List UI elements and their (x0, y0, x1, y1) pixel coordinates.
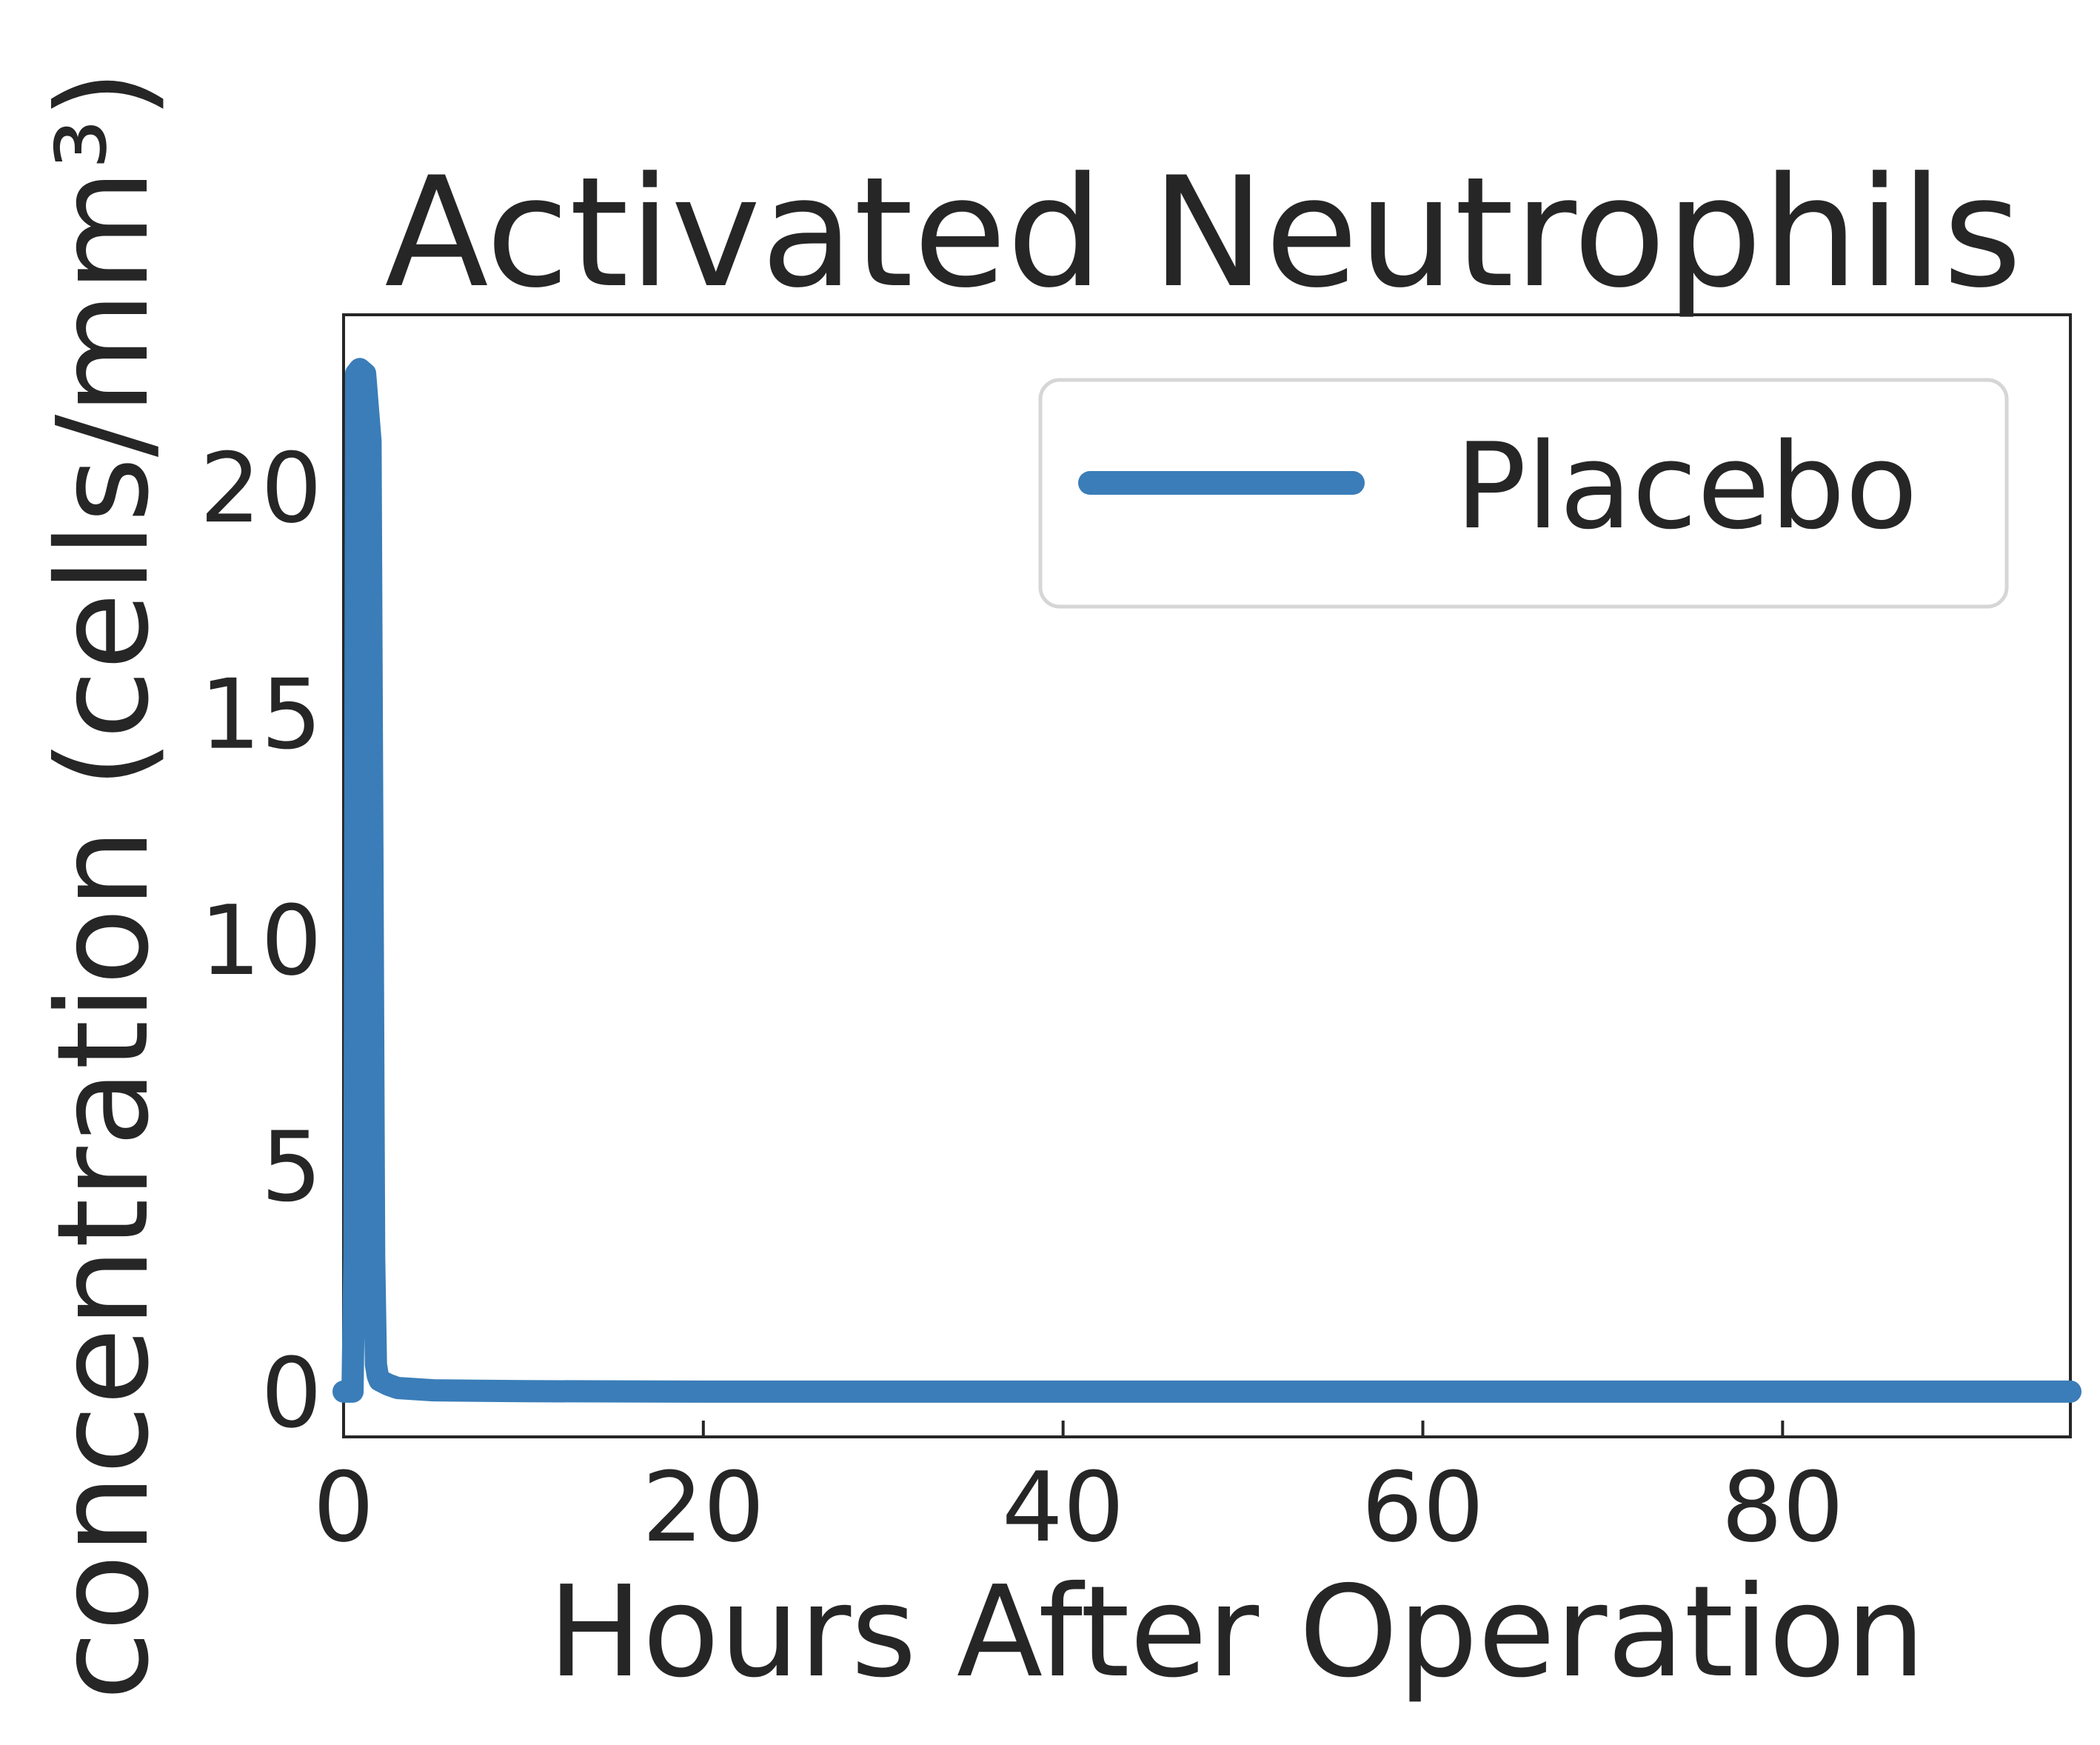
y-tick-label: 10 (200, 884, 322, 997)
axis-ticks (342, 485, 1785, 1437)
x-tick-label: 80 (1722, 1451, 1844, 1564)
axis-tick-labels: 0 20 40 60 80 0 5 10 15 20 (200, 432, 1844, 1564)
y-tick-label: 20 (200, 432, 322, 544)
chart-title: Activated Neutrophils (384, 145, 2022, 321)
series-line-placebo (332, 358, 2081, 1403)
x-tick-label: 60 (1362, 1451, 1484, 1564)
legend: Placebo (1038, 378, 2009, 609)
legend-box (1038, 378, 2009, 609)
y-axis-label: concentration (cells/mm³) (30, 70, 177, 1701)
y-tick-label: 0 (261, 1337, 322, 1449)
x-tick-label: 40 (1002, 1451, 1124, 1564)
x-tick-label: 20 (642, 1451, 764, 1564)
plot-frame (342, 313, 2072, 1438)
x-axis-label: Hours After Operation (548, 1559, 1925, 1706)
x-tick-label: 0 (313, 1451, 375, 1564)
y-tick-label: 15 (200, 658, 322, 771)
legend-label-placebo: Placebo (1455, 417, 1918, 555)
y-tick-label: 5 (261, 1110, 322, 1223)
series-layer (332, 358, 2081, 1403)
